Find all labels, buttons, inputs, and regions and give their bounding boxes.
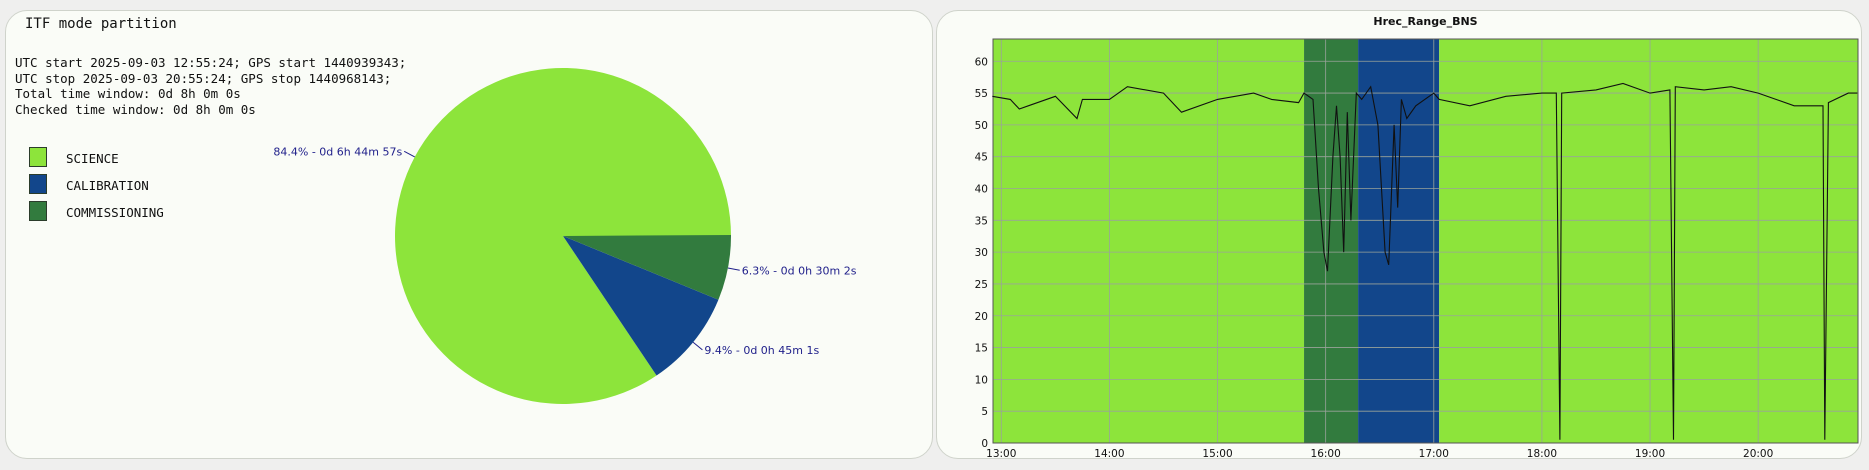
- y-tick-label: 30: [975, 247, 988, 259]
- mode-band-calibration: [1358, 39, 1440, 443]
- x-tick-label: 19:00: [1635, 448, 1665, 459]
- pie-slice-commissioning: [563, 234, 732, 300]
- x-tick-label: 17:00: [1419, 448, 1449, 459]
- x-tick-label: 16:00: [1311, 448, 1341, 459]
- time-window-info: UTC start 2025-09-03 12:55:24; GPS start…: [15, 55, 406, 117]
- plot-frame: [992, 38, 1859, 444]
- y-tick-label: 0: [981, 438, 988, 450]
- x-tick-label: 18:00: [1527, 448, 1557, 459]
- x-tick-label: 13:00: [986, 448, 1016, 459]
- legend-label-calibration: CALIBRATION: [66, 178, 149, 193]
- y-tick-label: 50: [975, 120, 988, 132]
- y-tick-label: 25: [975, 279, 988, 291]
- mode-band-science: [1439, 39, 1858, 443]
- y-tick-label: 60: [975, 56, 988, 68]
- legend-label-commissioning: COMMISSIONING: [66, 205, 164, 220]
- legend-swatch-commissioning: [29, 201, 47, 221]
- utc-start-line: UTC start 2025-09-03 12:55:24; GPS start…: [15, 55, 407, 70]
- y-tick-label: 55: [975, 88, 988, 100]
- y-tick-label: 45: [975, 152, 988, 164]
- legend-label-science: SCIENCE: [66, 151, 119, 166]
- pie-label-calibration: 9.4% - 0d 0h 45m 1s: [704, 344, 819, 357]
- range-series-line: [992, 82, 1858, 440]
- mode-band-science: [993, 39, 1305, 443]
- y-tick-label: 10: [975, 374, 988, 386]
- legend-swatch-calibration: [29, 174, 47, 194]
- x-tick-label: 14:00: [1094, 448, 1124, 459]
- range-line-chart: Hrec_Range_BNS 0 5 10 15 20 25 30 35 40 45 50 55 60 13…: [975, 15, 1859, 459]
- legend-swatch-science: [29, 147, 47, 167]
- x-tick-label: 20:00: [1743, 448, 1773, 459]
- pie-leader-line: [727, 267, 740, 271]
- pie-leader-line: [403, 150, 416, 158]
- range-plot-panel: Hrec_Range_BNS 0 5 10 15 20 25 30 35 40 45 50 55 60 13…: [936, 10, 1862, 459]
- panel-title: ITF mode partition: [25, 16, 177, 32]
- total-time-line: Total time window: 0d 8h 0m 0s: [15, 86, 241, 101]
- x-tick-label: 15:00: [1202, 448, 1232, 459]
- y-tick-label: 5: [981, 406, 988, 418]
- chart-title: Hrec_Range_BNS: [1373, 15, 1477, 28]
- mode-band-commissioning: [1304, 39, 1359, 443]
- checked-time-line: Checked time window: 0d 8h 0m 0s: [15, 101, 256, 117]
- pie-label-science: 84.4% - 0d 6h 44m 57s: [273, 145, 402, 158]
- pie-slice-calibration: [563, 236, 719, 376]
- pie-leader-line: [692, 341, 703, 351]
- y-tick-label: 40: [975, 184, 988, 196]
- y-tick-label: 35: [975, 215, 988, 227]
- y-tick-label: 20: [975, 311, 988, 323]
- pie-label-commissioning: 6.3% - 0d 0h 30m 2s: [742, 264, 857, 277]
- pie-chart: 84.4% - 0d 6h 44m 57s 9.4% - 0d 0h 45m 1s…: [273, 67, 857, 404]
- y-tick-label: 15: [975, 343, 988, 355]
- mode-partition-panel: ITF mode partition UTC start 2025-09-03 …: [5, 10, 933, 459]
- pie-slice-science: [395, 67, 732, 404]
- utc-stop-line: UTC stop 2025-09-03 20:55:24; GPS stop 1…: [15, 70, 392, 86]
